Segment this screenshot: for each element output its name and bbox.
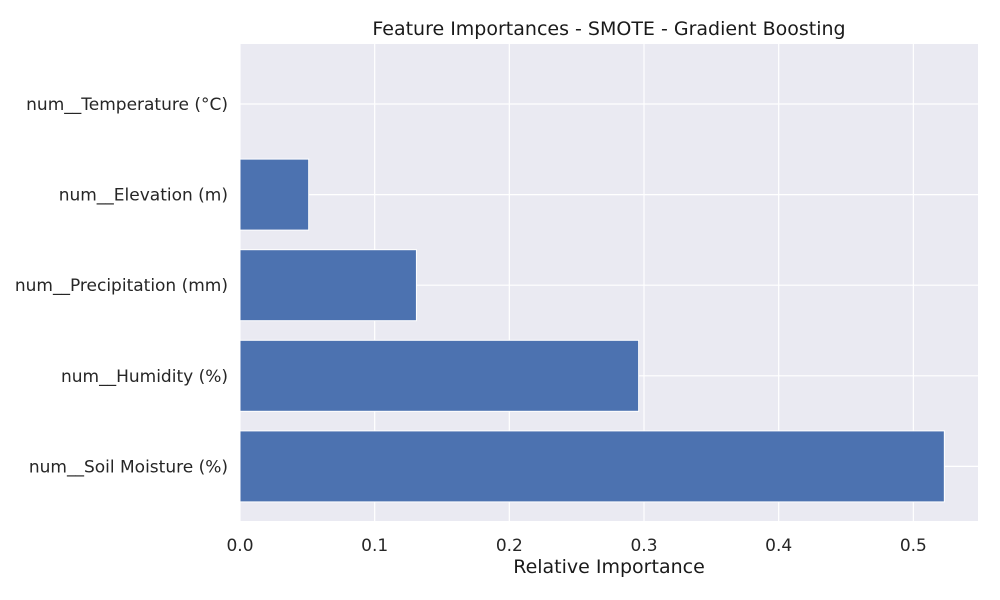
x-tick-label: 0.5 bbox=[900, 536, 927, 556]
bar bbox=[239, 339, 640, 412]
bar bbox=[239, 158, 310, 231]
y-tick-label: num__Soil Moisture (%) bbox=[29, 457, 228, 477]
y-tick-label: num__Temperature (°C) bbox=[26, 95, 228, 115]
chart-title: Feature Importances - SMOTE - Gradient B… bbox=[372, 18, 846, 40]
x-axis-label: Relative Importance bbox=[513, 556, 705, 578]
x-tick-label: 0.1 bbox=[361, 536, 388, 556]
y-tick-label: num__Precipitation (mm) bbox=[15, 276, 228, 296]
y-tick-label: num__Humidity (%) bbox=[61, 367, 228, 387]
bar bbox=[239, 430, 945, 503]
x-tick-label: 0.3 bbox=[630, 536, 657, 556]
x-tick-label: 0.2 bbox=[496, 536, 523, 556]
y-tick-label: num__Elevation (m) bbox=[59, 186, 228, 206]
bar bbox=[239, 249, 417, 322]
x-tick-label: 0.4 bbox=[765, 536, 792, 556]
x-tick-label: 0.0 bbox=[226, 536, 253, 556]
